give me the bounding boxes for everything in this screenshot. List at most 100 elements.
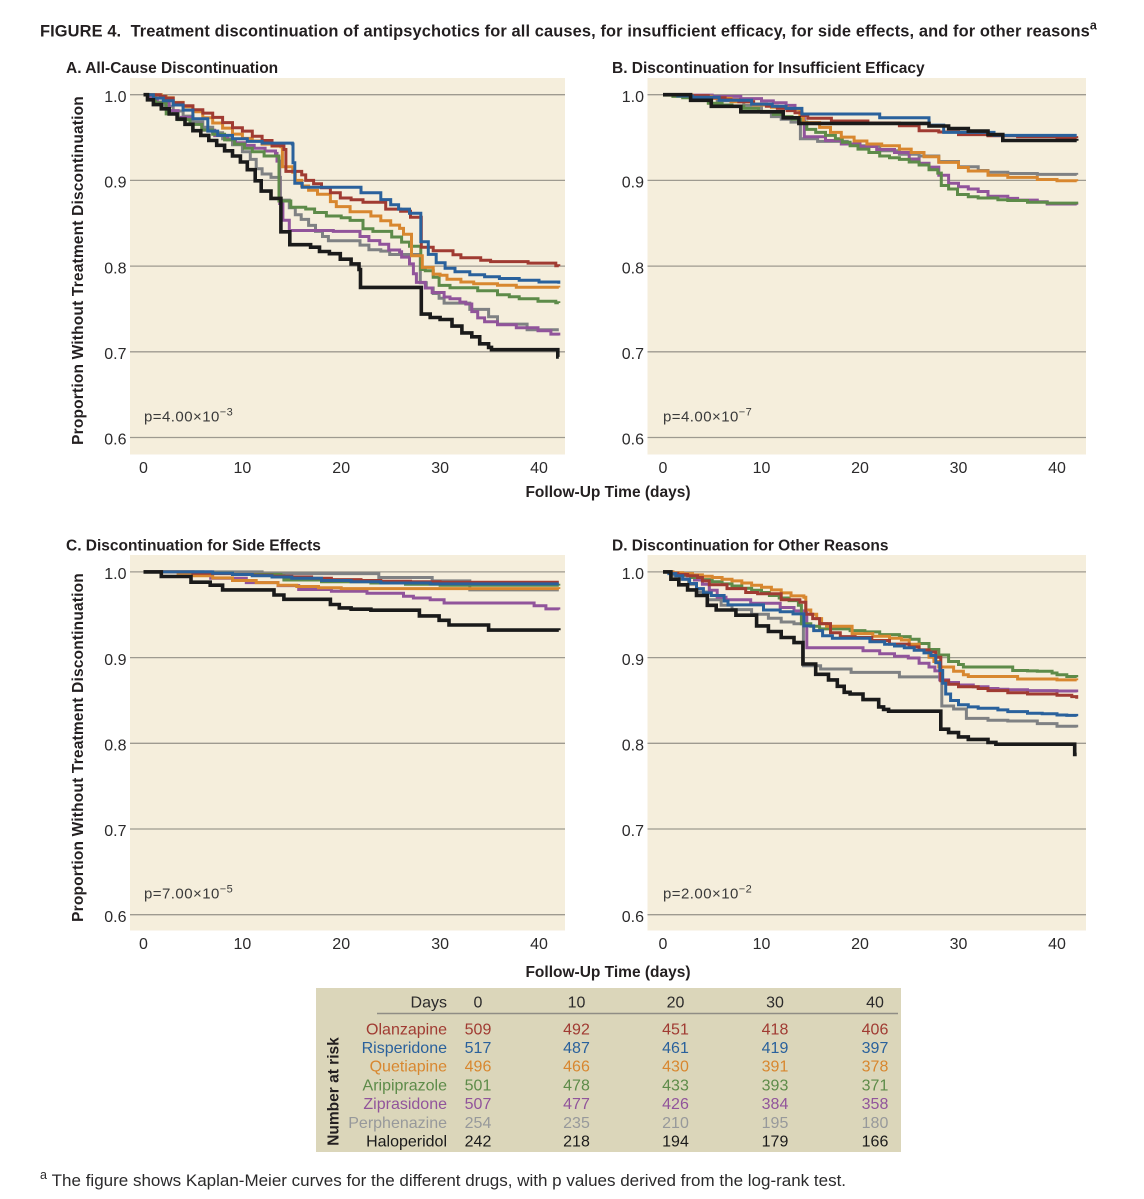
svg-text:0.8: 0.8 [622, 260, 644, 277]
svg-text:0: 0 [659, 936, 668, 953]
svg-text:0.6: 0.6 [104, 432, 126, 449]
svg-text:180: 180 [862, 1115, 889, 1132]
svg-text:30: 30 [431, 460, 449, 477]
svg-text:FIGURE 4. Treatment discontin: FIGURE 4. Treatment discontinuation of a… [40, 19, 1098, 41]
svg-text:430: 430 [662, 1059, 689, 1076]
svg-text:20: 20 [332, 936, 350, 953]
svg-text:30: 30 [950, 936, 968, 953]
svg-text:501: 501 [465, 1077, 492, 1094]
svg-text:10: 10 [753, 936, 771, 953]
svg-text:p=4.00×10−3: p=4.00×10−3 [144, 407, 233, 426]
svg-text:406: 406 [862, 1021, 889, 1038]
svg-text:Follow-Up Time (days): Follow-Up Time (days) [525, 484, 690, 501]
svg-text:30: 30 [766, 995, 784, 1012]
svg-text:0: 0 [659, 460, 668, 477]
svg-text:Proportion Without Treatment D: Proportion Without Treatment Discontinua… [70, 573, 87, 922]
svg-text:492: 492 [563, 1021, 590, 1038]
svg-text:10: 10 [234, 460, 252, 477]
svg-text:0.8: 0.8 [104, 738, 126, 755]
svg-text:393: 393 [762, 1077, 789, 1094]
svg-text:378: 378 [862, 1059, 889, 1076]
svg-text:371: 371 [862, 1077, 889, 1094]
svg-text:384: 384 [762, 1096, 789, 1113]
svg-text:426: 426 [662, 1096, 689, 1113]
svg-text:218: 218 [563, 1134, 590, 1151]
svg-text:235: 235 [563, 1115, 590, 1132]
svg-text:0.8: 0.8 [104, 260, 126, 277]
svg-text:1.0: 1.0 [622, 566, 644, 583]
svg-text:1.0: 1.0 [622, 89, 644, 106]
svg-text:254: 254 [465, 1115, 492, 1132]
svg-text:0.7: 0.7 [104, 823, 126, 840]
svg-text:0.7: 0.7 [104, 346, 126, 363]
svg-text:1.0: 1.0 [104, 566, 126, 583]
svg-text:40: 40 [1048, 936, 1066, 953]
svg-text:242: 242 [465, 1134, 492, 1151]
svg-text:433: 433 [662, 1077, 689, 1094]
svg-text:0.9: 0.9 [622, 175, 644, 192]
svg-text:397: 397 [862, 1040, 889, 1057]
svg-text:30: 30 [431, 936, 449, 953]
svg-text:1.0: 1.0 [104, 89, 126, 106]
svg-text:478: 478 [563, 1077, 590, 1094]
svg-text:507: 507 [465, 1096, 492, 1113]
svg-text:20: 20 [332, 460, 350, 477]
svg-text:210: 210 [662, 1115, 689, 1132]
svg-text:p=2.00×10−2: p=2.00×10−2 [663, 884, 752, 903]
svg-text:466: 466 [563, 1059, 590, 1076]
svg-text:30: 30 [950, 460, 968, 477]
svg-text:Proportion Without Treatment D: Proportion Without Treatment Discontinua… [70, 96, 87, 445]
svg-text:40: 40 [1048, 460, 1066, 477]
svg-text:0: 0 [474, 995, 483, 1012]
svg-text:C. Discontinuation for Side Ef: C. Discontinuation for Side Effects [66, 538, 321, 555]
svg-text:517: 517 [465, 1040, 492, 1057]
svg-text:Haloperidol: Haloperidol [366, 1134, 447, 1151]
svg-text:a The figure shows Kaplan-Meie: a The figure shows Kaplan-Meier curves f… [40, 1168, 846, 1190]
svg-text:D. Discontinuation for Other R: D. Discontinuation for Other Reasons [612, 538, 888, 555]
svg-text:20: 20 [851, 460, 869, 477]
svg-text:0: 0 [139, 460, 148, 477]
svg-text:40: 40 [530, 936, 548, 953]
svg-text:0.9: 0.9 [104, 652, 126, 669]
svg-text:Olanzapine: Olanzapine [366, 1021, 447, 1038]
svg-text:10: 10 [234, 936, 252, 953]
svg-text:358: 358 [862, 1096, 889, 1113]
svg-text:0.7: 0.7 [622, 823, 644, 840]
svg-text:20: 20 [851, 936, 869, 953]
svg-text:40: 40 [530, 460, 548, 477]
svg-text:419: 419 [762, 1040, 789, 1057]
svg-text:179: 179 [762, 1134, 789, 1151]
svg-text:Risperidone: Risperidone [362, 1040, 447, 1057]
svg-text:0.8: 0.8 [622, 738, 644, 755]
svg-text:487: 487 [563, 1040, 590, 1057]
svg-text:20: 20 [667, 995, 685, 1012]
svg-text:0.6: 0.6 [622, 909, 644, 926]
svg-text:418: 418 [762, 1021, 789, 1038]
svg-text:0.9: 0.9 [104, 175, 126, 192]
svg-text:0.6: 0.6 [622, 432, 644, 449]
svg-text:0.6: 0.6 [104, 909, 126, 926]
svg-text:509: 509 [465, 1021, 492, 1038]
svg-text:p=4.00×10−7: p=4.00×10−7 [663, 407, 752, 426]
svg-text:194: 194 [662, 1134, 689, 1151]
svg-text:477: 477 [563, 1096, 590, 1113]
svg-text:Follow-Up Time (days): Follow-Up Time (days) [525, 964, 690, 981]
svg-text:Quetiapine: Quetiapine [370, 1059, 447, 1076]
svg-text:0: 0 [139, 936, 148, 953]
svg-text:195: 195 [762, 1115, 789, 1132]
svg-text:391: 391 [762, 1059, 789, 1076]
svg-text:461: 461 [662, 1040, 689, 1057]
svg-text:166: 166 [862, 1134, 889, 1151]
svg-text:Aripiprazole: Aripiprazole [363, 1077, 448, 1094]
svg-text:p=7.00×10−5: p=7.00×10−5 [144, 884, 233, 903]
svg-text:Number at risk: Number at risk [326, 1037, 343, 1146]
svg-text:Ziprasidone: Ziprasidone [363, 1096, 447, 1113]
svg-text:A. All-Cause Discontinuation: A. All-Cause Discontinuation [66, 60, 278, 77]
svg-text:0.7: 0.7 [622, 346, 644, 363]
svg-text:451: 451 [662, 1021, 689, 1038]
svg-text:10: 10 [753, 460, 771, 477]
svg-text:10: 10 [568, 995, 586, 1012]
svg-text:B. Discontinuation for Insuffi: B. Discontinuation for Insufficient Effi… [612, 60, 925, 77]
svg-text:496: 496 [465, 1059, 492, 1076]
svg-text:0.9: 0.9 [622, 652, 644, 669]
